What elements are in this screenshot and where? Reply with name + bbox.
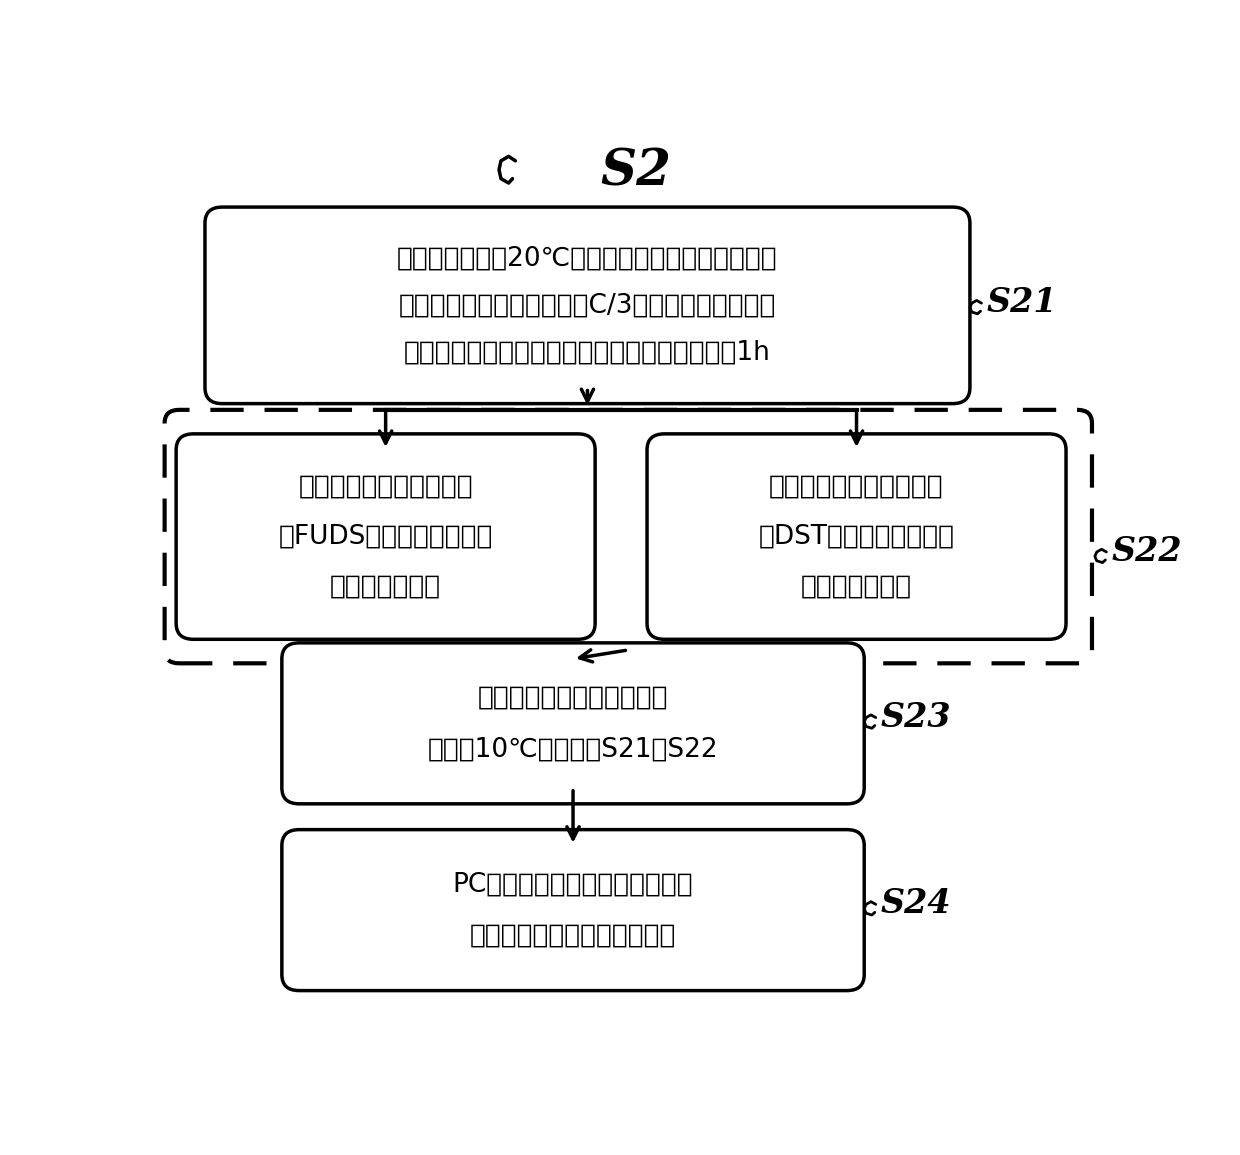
Text: S24: S24 xyxy=(880,887,951,921)
FancyBboxPatch shape xyxy=(647,434,1066,640)
Text: 不同温度下的电流、电压数据: 不同温度下的电流、电压数据 xyxy=(470,923,676,949)
Text: 到放电结束条件: 到放电结束条件 xyxy=(330,573,441,599)
FancyBboxPatch shape xyxy=(205,207,970,403)
FancyBboxPatch shape xyxy=(281,643,864,804)
Text: S22: S22 xyxy=(1111,535,1182,568)
Text: S21: S21 xyxy=(986,286,1056,319)
Text: 在该动力电池的全温度范围: 在该动力电池的全温度范围 xyxy=(477,685,668,710)
Text: 该动力电池以给定倍率（公C/3，定义该倍率为标称: 该动力电池以给定倍率（公C/3，定义该倍率为标称 xyxy=(399,292,776,319)
Text: 到放电结束条件: 到放电结束条件 xyxy=(801,573,913,599)
FancyBboxPatch shape xyxy=(281,829,864,991)
Text: PC实时记录该动力电池在该工况: PC实时记录该动力电池在该工况 xyxy=(453,871,693,897)
Text: 在该温度下给动力电池加: 在该温度下给动力电池加 xyxy=(769,474,944,500)
Text: 在该温度下给动力电池加: 在该温度下给动力电池加 xyxy=(299,474,472,500)
FancyBboxPatch shape xyxy=(176,434,595,640)
Text: 载DST动态工况，直至达: 载DST动态工况，直至达 xyxy=(759,523,955,550)
Text: 在给定温度（全20℃，定义该温度为标称温度）对: 在给定温度（全20℃，定义该温度为标称温度）对 xyxy=(397,245,777,271)
Text: 载FUDS动态工况，直至达: 载FUDS动态工况，直至达 xyxy=(279,523,492,550)
Text: S23: S23 xyxy=(880,701,951,733)
Text: 内每隉10℃重复步骤S21～S22: 内每隉10℃重复步骤S21～S22 xyxy=(428,736,718,762)
Text: S2: S2 xyxy=(600,147,671,196)
Text: 倍率）恒流充电达到上限截止电压时终止，静置1h: 倍率）恒流充电达到上限截止电压时终止，静置1h xyxy=(404,340,771,365)
